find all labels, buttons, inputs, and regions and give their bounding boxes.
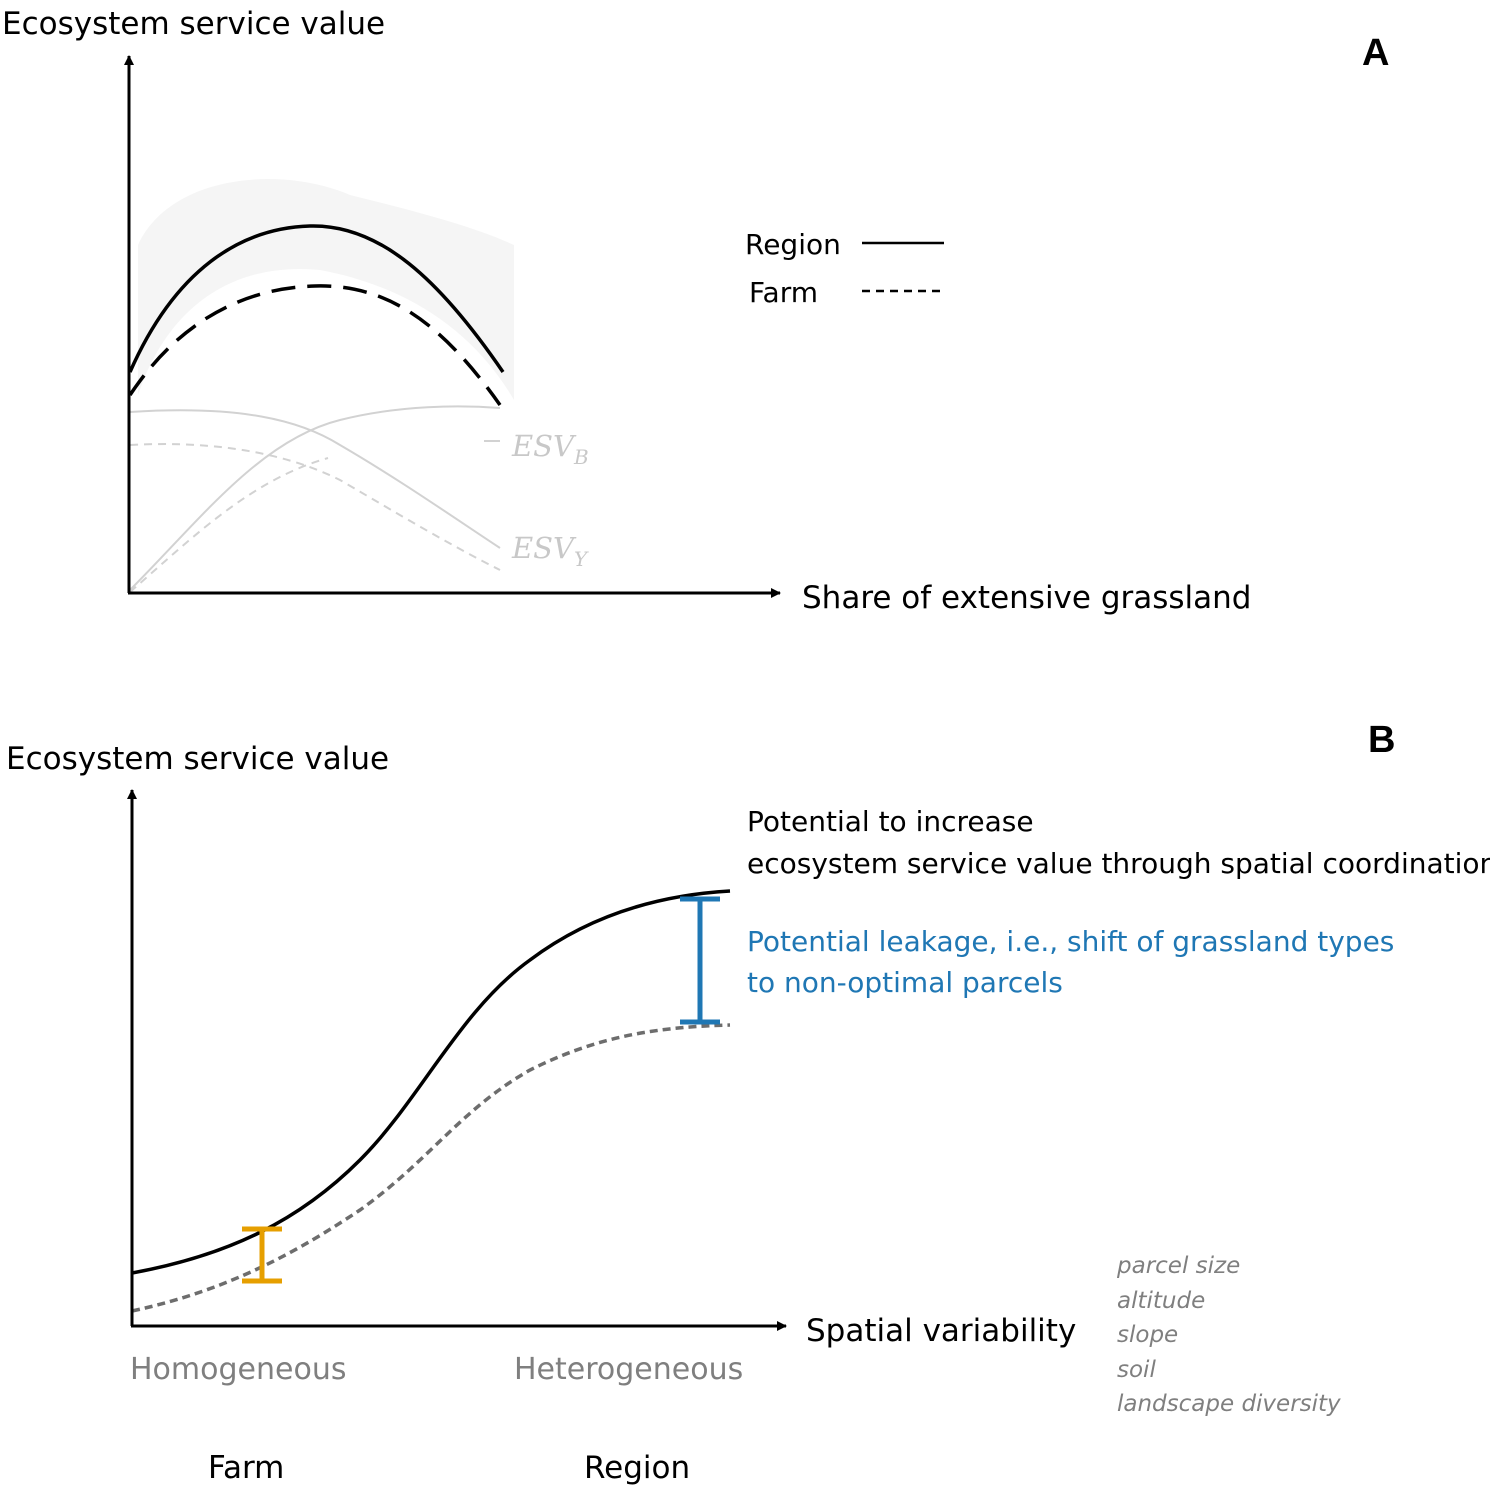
- panel-a-component-curves: [129, 405, 501, 593]
- factor-item: soil: [1117, 1357, 1156, 1383]
- factor-item: parcel size: [1116, 1253, 1240, 1279]
- leakage-range-bar: [680, 896, 720, 1025]
- panel-a-farm-curve: [128, 284, 502, 407]
- panel-b-letter: B: [1368, 719, 1395, 761]
- x-end-label-heterogeneous: Heterogeneous: [514, 1352, 743, 1387]
- esv-y-region-curve: [129, 405, 501, 591]
- annotation-leakage-line-2: to non-optimal parcels: [747, 966, 1063, 999]
- scale-label-region: Region: [584, 1450, 690, 1486]
- factor-item: slope: [1117, 1322, 1178, 1348]
- panel-a-letter: A: [1362, 32, 1389, 74]
- panel-b-x-axis-title: Spatial variability: [806, 1313, 1076, 1349]
- x-end-label-homogeneous: Homogeneous: [130, 1352, 346, 1387]
- panel-a-y-axis-title: Ecosystem service value: [2, 6, 385, 42]
- esv-b-label: ESVB: [511, 429, 589, 469]
- panel-b-y-axis-title: Ecosystem service value: [6, 741, 389, 777]
- panel-a-legend: Region Farm: [745, 228, 944, 309]
- annotation-leakage-line-1: Potential leakage, i.e., shift of grassl…: [747, 925, 1394, 958]
- panel-b-farm-curve: [131, 1023, 731, 1313]
- legend-label-farm: Farm: [749, 276, 818, 309]
- esv-b-region-curve: [129, 409, 501, 549]
- annotation-coordination-line-2: ecosystem service value through spatial …: [747, 847, 1490, 880]
- variability-factors-list: parcel size altitude slope soil landscap…: [1116, 1253, 1341, 1417]
- farm-gap-range-bar: [242, 1226, 282, 1284]
- scale-label-farm: Farm: [208, 1450, 284, 1486]
- esv-y-farm-curve: [129, 457, 329, 593]
- factor-item: landscape diversity: [1117, 1391, 1341, 1417]
- esv-b-farm-curve: [129, 443, 501, 571]
- legend-label-region: Region: [745, 228, 841, 261]
- panel-a-x-axis-title: Share of extensive grassland: [802, 580, 1252, 616]
- panel-b-region-curve: [131, 889, 731, 1275]
- factor-item: altitude: [1117, 1288, 1205, 1314]
- esv-y-label: ESVY: [511, 531, 589, 571]
- annotation-coordination-line-1: Potential to increase: [747, 805, 1034, 838]
- panel-a: A Ecosystem service value Share of exten…: [2, 6, 1389, 616]
- panel-a-shaded-band: [138, 179, 514, 400]
- panel-b: B Ecosystem service value Spatial variab…: [6, 719, 1490, 1486]
- panel-a-region-curve: [128, 224, 505, 373]
